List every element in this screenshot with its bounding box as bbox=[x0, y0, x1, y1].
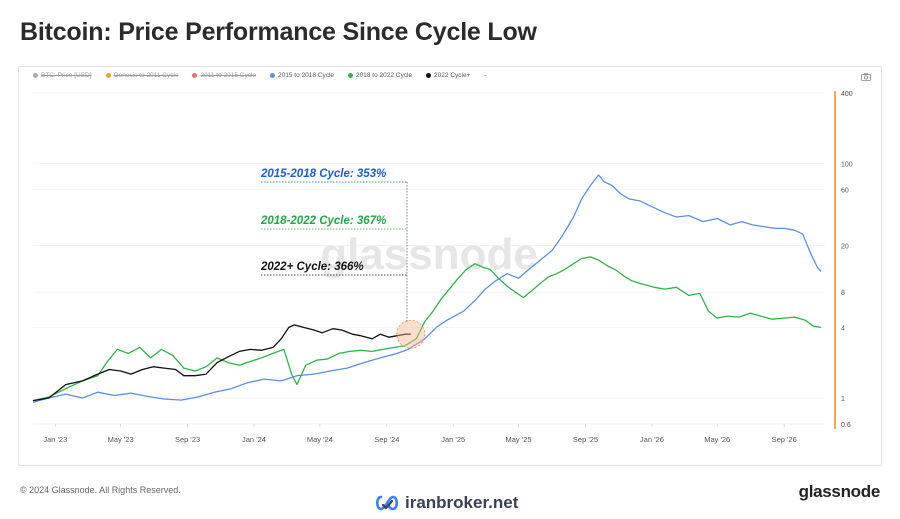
brand-logo-text: glassnode bbox=[798, 482, 881, 501]
legend-label: 2018 to 2022 Cycle bbox=[356, 72, 413, 79]
legend-swatch bbox=[426, 73, 432, 78]
y-tick-label: 0.6 bbox=[841, 422, 851, 429]
chart-legend: BTC: Price [USD] Genesis to 2011 Cycle 201… bbox=[33, 72, 487, 79]
y-tick-label: 400 bbox=[841, 91, 853, 98]
y-tick-label: 60 bbox=[841, 188, 849, 195]
x-tick-label: Jan '26 bbox=[640, 435, 664, 444]
infinity-check-icon bbox=[375, 495, 399, 511]
y-tick-label: 8 bbox=[841, 290, 845, 297]
legend-swatch bbox=[192, 73, 198, 78]
x-tick-label: May '26 bbox=[704, 435, 730, 444]
y-tick-label: 1 bbox=[841, 396, 845, 403]
camera-icon[interactable] bbox=[861, 73, 871, 81]
series-line-2022-plus bbox=[32, 324, 411, 402]
x-tick-label: May '25 bbox=[506, 435, 532, 444]
x-tick-label: Sep '26 bbox=[772, 435, 797, 444]
legend-label: - bbox=[484, 72, 487, 79]
x-tick-label: May '24 bbox=[307, 435, 333, 444]
legend-item[interactable]: BTC: Price [USD] bbox=[33, 72, 92, 79]
chart-panel: BTC: Price [USD] Genesis to 2011 Cycle 201… bbox=[18, 66, 882, 466]
x-tick-label: Jan '25 bbox=[441, 435, 465, 444]
annotation-label: 2022+ Cycle: 366% bbox=[260, 261, 364, 273]
chart-watermark: glassnode bbox=[320, 230, 538, 279]
series-line-2018-2022 bbox=[32, 256, 822, 402]
y-tick-label: 4 bbox=[841, 325, 845, 332]
legend-item[interactable]: 2022 Cycle+ bbox=[426, 72, 470, 79]
x-tick-label: Sep '23 bbox=[175, 435, 200, 444]
page-title: Bitcoin: Price Performance Since Cycle L… bbox=[20, 18, 537, 46]
legend-item[interactable]: 2018 to 2022 Cycle bbox=[348, 72, 412, 79]
legend-item[interactable]: - bbox=[484, 72, 486, 79]
legend-swatch bbox=[33, 73, 38, 78]
legend-label: BTC: Price [USD] bbox=[41, 72, 92, 79]
legend-swatch bbox=[270, 73, 276, 78]
legend-label: 2015 to 2018 Cycle bbox=[278, 72, 335, 79]
x-tick-label: Sep '24 bbox=[374, 435, 399, 444]
x-tick-label: Jan '24 bbox=[242, 435, 266, 444]
legend-item[interactable]: 2015 to 2018 Cycle bbox=[270, 72, 334, 79]
legend-item[interactable]: Genesis to 2011 Cycle bbox=[105, 72, 179, 79]
legend-swatch bbox=[348, 73, 354, 78]
legend-label: 2011 to 2015 Cycle bbox=[200, 72, 257, 79]
x-tick-label: Sep '25 bbox=[573, 435, 598, 444]
watermark: iranbroker.net bbox=[375, 493, 518, 513]
series-line-2015-2018 bbox=[32, 174, 822, 403]
copyright-text: © 2024 Glassnode. All Rights Reserved. bbox=[20, 485, 181, 495]
chart-canvas: glassnode 2015-2018 Cycle: 353% 2018-2022 … bbox=[32, 91, 853, 444]
x-tick-label: May '23 bbox=[108, 435, 134, 444]
annotation-label: 2018-2022 Cycle: 367% bbox=[260, 215, 386, 227]
legend-item[interactable]: 2011 to 2015 Cycle bbox=[192, 72, 256, 79]
annotation-label: 2015-2018 Cycle: 353% bbox=[260, 168, 386, 180]
cycle-marker bbox=[396, 319, 426, 349]
x-tick-label: Jan '23 bbox=[43, 435, 67, 444]
legend-label: Genesis to 2011 Cycle bbox=[113, 72, 179, 79]
legend-label: 2022 Cycle+ bbox=[434, 72, 471, 79]
watermark-text: iranbroker.net bbox=[405, 493, 519, 512]
legend-swatch bbox=[105, 73, 111, 78]
y-tick-label: 100 bbox=[841, 162, 853, 169]
y-tick-label: 20 bbox=[841, 243, 849, 250]
